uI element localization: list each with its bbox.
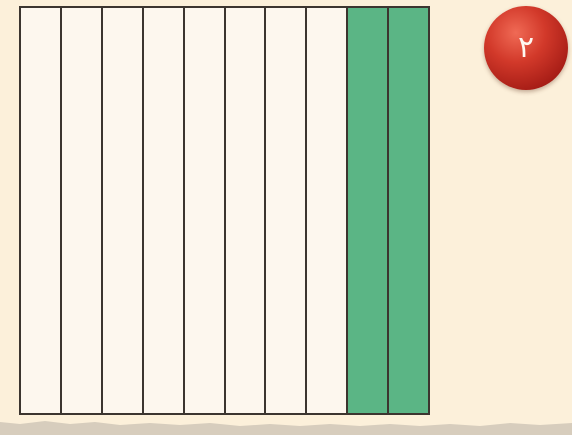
unshaded-strip bbox=[61, 8, 103, 413]
unshaded-strip bbox=[266, 8, 308, 413]
shaded-strip bbox=[348, 8, 390, 413]
shaded-strip bbox=[389, 8, 429, 413]
unshaded-strip bbox=[102, 8, 144, 413]
unshaded-strip bbox=[143, 8, 185, 413]
problem-number-label: ۲ bbox=[517, 30, 535, 65]
torn-paper-edge bbox=[0, 418, 572, 435]
unshaded-strip bbox=[225, 8, 267, 413]
fraction-grid bbox=[19, 6, 430, 415]
unshaded-strip bbox=[21, 8, 62, 413]
problem-number-badge: ۲ bbox=[484, 6, 568, 90]
unshaded-strip bbox=[307, 8, 349, 413]
unshaded-strip bbox=[184, 8, 226, 413]
